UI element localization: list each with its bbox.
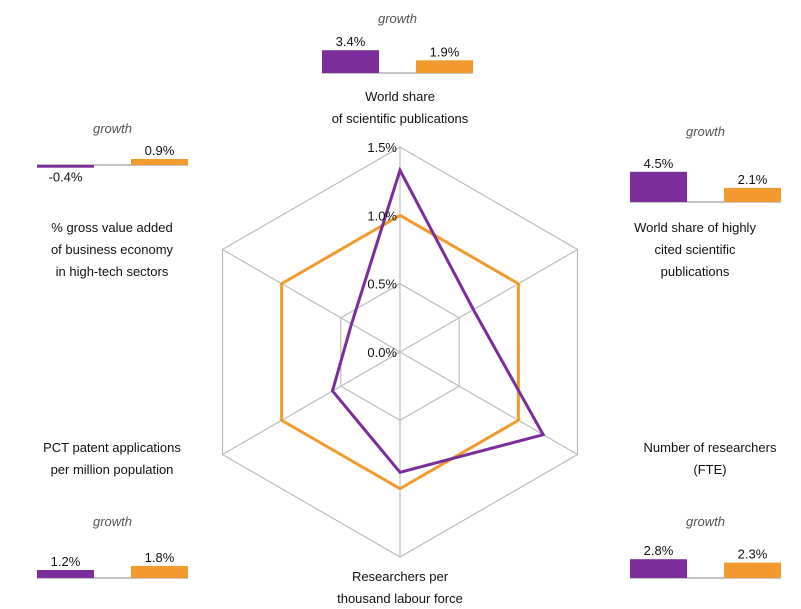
- axis-label-line: (FTE): [693, 462, 726, 477]
- series-line-1: [330, 166, 546, 474]
- radar-grid: [221, 146, 579, 558]
- growth-heading: growth: [93, 121, 132, 136]
- growth-bar-2: [131, 565, 188, 578]
- tick-label: 0.0%: [367, 345, 397, 360]
- axis-label-line: cited scientific: [655, 242, 736, 257]
- axis-label-line: of business economy: [51, 242, 174, 257]
- axis-label-highly-cited: World share of highly cited scientific pub…: [634, 220, 756, 279]
- axis-label-line: Number of researchers: [644, 440, 777, 455]
- axis-label-world-share-publications: World share of scientific publications: [332, 89, 469, 126]
- axis-label-line: World share of highly: [634, 220, 756, 235]
- axis-label-line: of scientific publications: [332, 111, 469, 126]
- growth-heading: growth: [93, 514, 132, 529]
- growth-value-label: 1.2%: [51, 554, 81, 569]
- axis-label-line: World share: [365, 89, 435, 104]
- growth-value-label: 2.1%: [738, 172, 768, 187]
- axis-label-line: publications: [661, 264, 730, 279]
- growth-bar-2: [131, 159, 188, 165]
- axis-labels: World share of scientific publicationsWor…: [43, 89, 777, 606]
- radar-series: [280, 166, 546, 491]
- tick-label: 1.0%: [367, 208, 397, 223]
- growth-bar-2: [724, 187, 781, 202]
- growth-heading: growth: [686, 514, 725, 529]
- tick-label: 1.5%: [367, 140, 397, 155]
- axis-label-gva-high-tech: % gross value added of business economy in…: [51, 220, 174, 279]
- growth-panel-pct-patents: growth 1.2% 1.8%: [37, 514, 188, 579]
- axis-label-line: Researchers per: [352, 569, 449, 584]
- growth-bar-2: [724, 562, 781, 578]
- growth-bar-2: [416, 60, 473, 73]
- growth-value-label: -0.4%: [49, 170, 83, 185]
- grid-spoke-6: [222, 248, 401, 353]
- growth-heading: growth: [378, 11, 417, 26]
- growth-bar-1: [37, 570, 94, 578]
- axis-label-line: in high-tech sectors: [56, 264, 169, 279]
- axis-label-researchers-per-thousand: Researchers per thousand labour force: [337, 569, 463, 606]
- growth-panels: growth 3.4% 1.9% growth 4.5% 2.1% growth 2.8% 2.…: [37, 11, 781, 579]
- growth-heading: growth: [686, 124, 725, 139]
- tick-label: 0.5%: [367, 277, 397, 292]
- growth-panel-world-share-publications: growth 3.4% 1.9%: [322, 11, 473, 74]
- grid-spoke-2: [399, 248, 578, 353]
- growth-panel-researchers-fte: growth 2.8% 2.3%: [630, 514, 781, 579]
- growth-value-label: 1.8%: [145, 550, 175, 565]
- growth-bar-1: [630, 171, 687, 202]
- axis-label-researchers-fte: Number of researchers (FTE): [644, 440, 777, 477]
- axis-label-pct-patents: PCT patent applications per million popul…: [43, 440, 181, 477]
- axis-label-line: per million population: [51, 462, 174, 477]
- axis-label-line: thousand labour force: [337, 591, 463, 606]
- growth-bar-1: [630, 559, 687, 578]
- growth-value-label: 2.8%: [644, 543, 674, 558]
- growth-panel-gva-high-tech: growth -0.4% 0.9%: [37, 121, 188, 185]
- growth-panel-highly-cited: growth 4.5% 2.1%: [630, 124, 781, 203]
- axis-label-line: % gross value added: [51, 220, 172, 235]
- growth-bar-1: [37, 165, 94, 168]
- growth-value-label: 0.9%: [145, 143, 175, 158]
- growth-value-label: 1.9%: [430, 44, 460, 59]
- series-line-2: [280, 213, 520, 491]
- growth-value-label: 4.5%: [644, 156, 674, 171]
- growth-value-label: 2.3%: [738, 547, 768, 562]
- radar-ticks: 0.0% 0.5% 1.0% 1.5%: [367, 140, 397, 360]
- growth-bar-1: [322, 50, 379, 73]
- growth-value-label: 3.4%: [336, 34, 366, 49]
- axis-label-line: PCT patent applications: [43, 440, 181, 455]
- grid-spoke-3: [399, 351, 578, 456]
- grid-spoke-5: [222, 351, 401, 456]
